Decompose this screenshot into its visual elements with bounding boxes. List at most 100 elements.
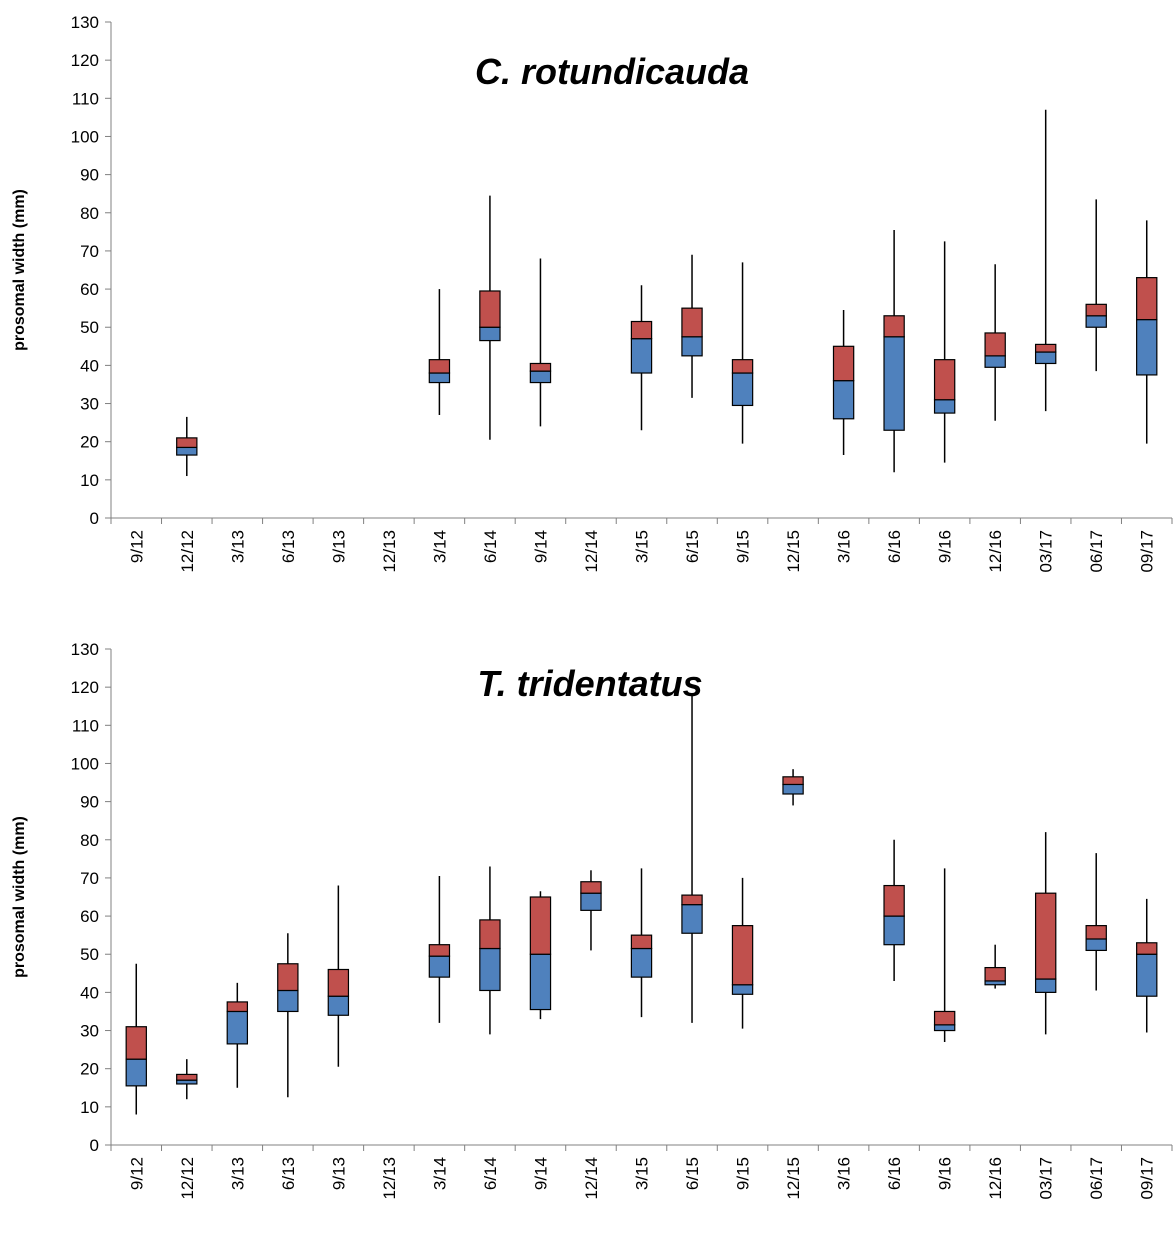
box-3-16 [832, 310, 855, 456]
x-tick-label: 12/15 [784, 530, 803, 573]
box-9-16 [933, 241, 956, 463]
box-upper [327, 968, 350, 997]
y-tick-label: 40 [80, 356, 99, 375]
x-tick-label: 3/13 [228, 530, 247, 563]
box-lower [1085, 315, 1107, 328]
box-upper [580, 881, 602, 894]
box-09-17 [1136, 898, 1158, 1033]
y-tick-label: 110 [72, 89, 99, 108]
y-tick-label: 30 [80, 395, 99, 414]
box-upper [529, 896, 552, 955]
chart-panel-2: 0 10 20 30 40 50 60 70 80 90 100 110 120 130 9/12 12/12… [11, 640, 1173, 1200]
y-axis-label: prosomal width (mm) [11, 189, 28, 351]
box-upper [277, 963, 299, 992]
box-6-15 [681, 694, 703, 1023]
box-lower [479, 947, 501, 992]
box-lower [125, 1058, 147, 1087]
box-lower [933, 1024, 956, 1032]
y-tick-label: 80 [80, 204, 99, 223]
y-tick-label: 80 [80, 831, 99, 850]
box-3-15 [630, 868, 653, 1018]
x-tick-label: 12/14 [582, 1157, 601, 1200]
box-upper [883, 315, 905, 338]
y-tick-label: 50 [80, 945, 99, 964]
box-lower [681, 904, 703, 934]
box-upper [479, 290, 501, 328]
box-upper [782, 776, 804, 786]
box-lower [1085, 938, 1107, 952]
box-lower [832, 380, 855, 420]
y-tick-label: 90 [80, 793, 99, 812]
x-tick-label: 12/13 [380, 530, 399, 573]
x-tick-label: 6/14 [481, 530, 500, 563]
box-upper [731, 925, 754, 986]
box-3-14 [428, 876, 451, 1023]
box-3-13 [226, 982, 249, 1088]
box-12-12 [176, 416, 198, 477]
y-tick-label: 0 [90, 509, 99, 528]
chart-title: T. tridentatus [477, 663, 702, 704]
x-tick-label: 9/14 [531, 530, 550, 563]
box-upper [226, 1001, 249, 1013]
x-tick-label: 3/16 [835, 530, 854, 563]
box-lower [428, 372, 451, 384]
box-upper [681, 894, 703, 906]
box-lower [630, 338, 653, 374]
box-lower [883, 915, 905, 946]
box-lower [984, 355, 1006, 368]
box-12-14 [580, 870, 602, 951]
y-tick-label: 120 [71, 678, 99, 697]
box-6-13 [277, 933, 299, 1098]
box-lower [428, 955, 451, 978]
box-upper [984, 332, 1006, 357]
x-tick-label: 9/12 [127, 1157, 146, 1190]
box-12-16 [984, 944, 1006, 989]
x-tick-label: 12/15 [784, 1157, 803, 1200]
x-tick-label: 3/13 [228, 1157, 247, 1190]
y-tick-label: 90 [80, 166, 99, 185]
box-9-16 [933, 868, 956, 1042]
x-tick-label: 09/17 [1138, 530, 1157, 573]
box-upper [630, 320, 653, 340]
x-tick-label: 09/17 [1138, 1157, 1157, 1200]
x-tick-label: 06/17 [1087, 530, 1106, 573]
x-tick-label: 9/13 [329, 530, 348, 563]
box-lower [883, 336, 905, 431]
x-tick-label: 3/14 [430, 1157, 449, 1190]
box-upper [176, 437, 198, 449]
box-12-15 [782, 769, 804, 806]
x-tick-label: 9/15 [734, 1157, 753, 1190]
box-lower [327, 995, 350, 1016]
x-tick-label: 3/16 [835, 1157, 854, 1190]
box-lower [731, 372, 754, 407]
box-9-12 [125, 963, 147, 1115]
x-tick-label: 03/17 [1037, 1157, 1056, 1200]
box-lower [479, 326, 501, 342]
y-tick-label: 110 [72, 716, 99, 735]
x-tick-label: 3/15 [633, 530, 652, 563]
x-tick-label: 6/13 [279, 530, 298, 563]
box-lower [529, 953, 552, 1011]
box-06-17 [1085, 853, 1107, 991]
x-tick-label: 12/16 [986, 530, 1005, 573]
box-lower [681, 336, 703, 357]
box-lower [277, 989, 299, 1013]
x-tick-label: 3/15 [633, 1157, 652, 1190]
box-12-12 [176, 1059, 198, 1100]
y-tick-label: 50 [80, 318, 99, 337]
box-upper [1136, 277, 1158, 321]
x-tick-label: 6/15 [683, 530, 702, 563]
y-tick-label: 60 [80, 280, 99, 299]
chart-title: C. rotundicauda [475, 51, 749, 92]
box-lower [731, 984, 754, 995]
y-tick-label: 0 [90, 1136, 99, 1155]
box-lower [1136, 319, 1158, 376]
y-tick-label: 130 [71, 13, 99, 32]
y-tick-label: 130 [71, 640, 99, 659]
chart-panel-1: 0 10 20 30 40 50 60 70 80 90 100 110 120 130 9/12 12/12… [11, 13, 1173, 573]
x-tick-label: 9/14 [531, 1157, 550, 1190]
box-lower [630, 947, 653, 978]
x-tick-label: 6/13 [279, 1157, 298, 1190]
box-lower [1034, 978, 1057, 993]
